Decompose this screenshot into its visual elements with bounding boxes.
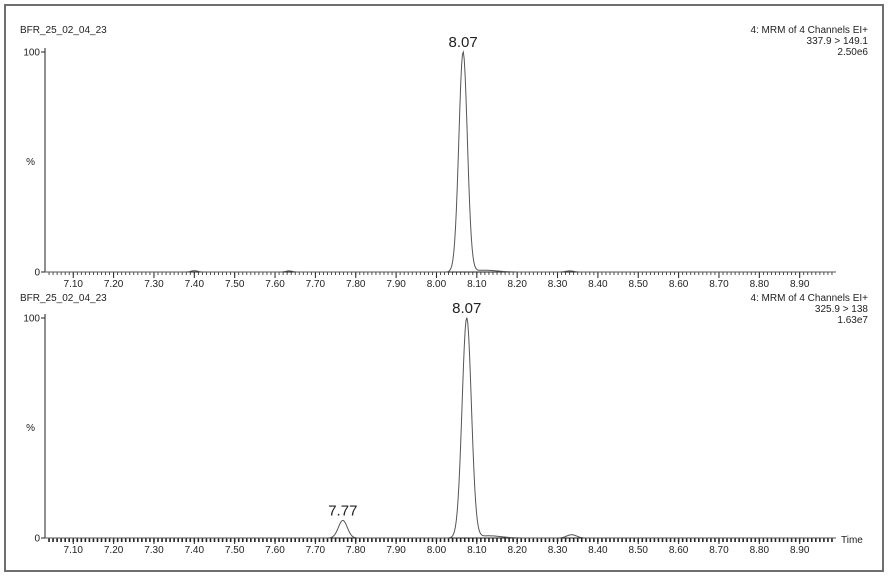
x-tick-label: 8.50 bbox=[629, 545, 649, 556]
header-line-1: 4: MRM of 4 Channels EI+ bbox=[750, 293, 868, 304]
y-tick-label: 0 bbox=[34, 534, 40, 545]
header-line-2: 337.9 > 149.1 bbox=[807, 36, 869, 47]
sample-label: BFR_25_02_04_23 bbox=[20, 293, 107, 304]
header-line-1: 4: MRM of 4 Channels EI+ bbox=[750, 25, 868, 36]
x-tick-label: 8.80 bbox=[750, 279, 770, 290]
x-tick-label: 8.70 bbox=[709, 279, 729, 290]
x-tick-label: 8.30 bbox=[548, 545, 568, 556]
x-tick-label: 8.60 bbox=[669, 545, 689, 556]
x-tick-label: 7.80 bbox=[346, 545, 366, 556]
chromatogram-trace bbox=[45, 50, 836, 273]
x-tick-label: 7.80 bbox=[346, 279, 366, 290]
x-tick-label: 7.70 bbox=[306, 545, 326, 556]
x-tick-label: 8.40 bbox=[588, 545, 608, 556]
y-tick-label: 0 bbox=[34, 268, 40, 279]
sample-label: BFR_25_02_04_23 bbox=[20, 25, 107, 36]
x-tick-label: 7.50 bbox=[225, 279, 245, 290]
x-tick-label: 7.30 bbox=[144, 545, 164, 556]
chromatogram-trace bbox=[45, 317, 836, 539]
x-tick-label: 7.20 bbox=[104, 545, 124, 556]
x-tick-label: 8.70 bbox=[709, 545, 729, 556]
x-tick-label: 7.10 bbox=[64, 545, 84, 556]
x-tick-label: 8.10 bbox=[467, 545, 487, 556]
x-tick-label: 8.40 bbox=[588, 279, 608, 290]
peak-label: 8.07 bbox=[448, 34, 477, 51]
chromatogram-frame bbox=[4, 4, 884, 572]
x-tick-label: 8.90 bbox=[790, 545, 810, 556]
x-tick-label: 7.90 bbox=[386, 279, 406, 290]
peak-label: 8.07 bbox=[452, 300, 481, 317]
x-tick-label: 7.60 bbox=[265, 545, 285, 556]
header-line-3: 1.63e7 bbox=[837, 315, 868, 326]
y-axis-label: % bbox=[26, 157, 35, 168]
y-axis-label: % bbox=[26, 423, 35, 434]
x-tick-label: 7.70 bbox=[306, 279, 326, 290]
peak-label: 7.77 bbox=[328, 502, 357, 519]
x-tick-label: 8.30 bbox=[548, 279, 568, 290]
x-tick-label: 8.20 bbox=[507, 279, 527, 290]
x-tick-label: 8.10 bbox=[467, 279, 487, 290]
x-axis-label: Time bbox=[841, 535, 863, 546]
x-tick-label: 7.30 bbox=[144, 279, 164, 290]
x-tick-label: 7.90 bbox=[386, 545, 406, 556]
x-tick-label: 8.80 bbox=[750, 545, 770, 556]
y-tick-label: 100 bbox=[23, 48, 40, 59]
x-tick-label: 8.20 bbox=[507, 545, 527, 556]
x-tick-label: 7.20 bbox=[104, 279, 124, 290]
x-tick-label: 8.50 bbox=[629, 279, 649, 290]
x-tick-label: 7.50 bbox=[225, 545, 245, 556]
x-tick-label: 7.40 bbox=[185, 279, 205, 290]
panel-2 bbox=[41, 314, 836, 544]
header-line-2: 325.9 > 138 bbox=[815, 304, 869, 315]
x-tick-label: 8.90 bbox=[790, 279, 810, 290]
x-tick-label: 8.60 bbox=[669, 279, 689, 290]
x-tick-label: 7.40 bbox=[185, 545, 205, 556]
y-tick-label: 100 bbox=[23, 314, 40, 325]
x-tick-label: 8.00 bbox=[427, 279, 447, 290]
x-tick-label: 7.10 bbox=[64, 279, 84, 290]
x-minor-ticks bbox=[48, 538, 833, 542]
panel-1 bbox=[41, 48, 836, 278]
header-line-3: 2.50e6 bbox=[837, 47, 868, 58]
x-tick-label: 8.00 bbox=[427, 545, 447, 556]
x-tick-label: 7.60 bbox=[265, 279, 285, 290]
